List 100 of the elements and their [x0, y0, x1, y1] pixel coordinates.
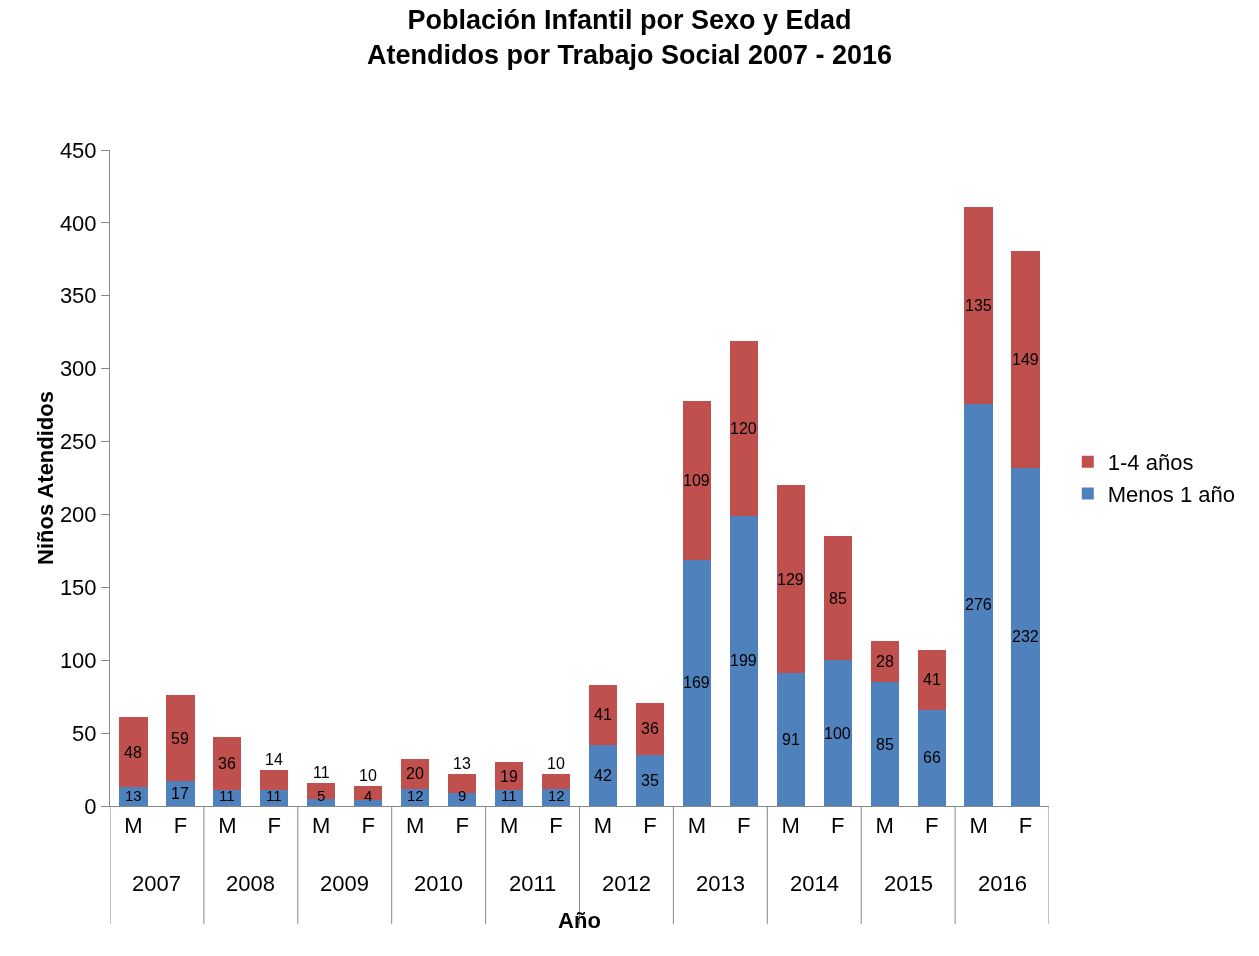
x-tick-label: M	[875, 813, 894, 839]
x-tick-label: M	[593, 813, 613, 839]
bar	[870, 682, 899, 806]
x-tick-label: F	[737, 813, 751, 839]
y-tick-label: 400	[59, 210, 97, 236]
bar	[588, 685, 618, 745]
bar	[166, 781, 195, 806]
data-label: 169	[683, 674, 710, 691]
bar	[729, 515, 758, 806]
text: 2010	[414, 871, 463, 896]
x-tick-label: F	[173, 813, 188, 839]
chart-title: Población Infantil por Sexo y Edad Atendidos por Trabajo Social 2007 - 2016	[366, 4, 893, 70]
data-label: 100	[824, 725, 851, 742]
bar	[682, 400, 711, 560]
y-tick-label: 150	[59, 575, 97, 601]
x-tick-label: M	[124, 813, 143, 839]
x-tick-label: F	[924, 813, 939, 839]
data-label: 20	[406, 765, 424, 782]
bar	[541, 773, 571, 789]
data-label: 41	[923, 671, 941, 688]
bar	[635, 754, 665, 806]
x-tick-label: M	[406, 813, 425, 839]
data-label: 129	[777, 571, 804, 588]
bar	[917, 709, 946, 806]
data-label: 149	[1012, 351, 1039, 368]
bar	[776, 673, 805, 806]
text: 2014	[790, 871, 839, 896]
bar	[588, 744, 618, 806]
data-label: 10	[359, 767, 377, 784]
data-label: 48	[124, 744, 142, 761]
text: 2013	[696, 871, 745, 896]
data-label: 35	[641, 772, 659, 789]
data-label: 36	[218, 755, 236, 772]
bar	[119, 717, 148, 788]
data-label: 41	[594, 706, 612, 723]
x-axis-title: Año	[558, 908, 601, 934]
bar	[166, 695, 195, 782]
data-label: 17	[171, 785, 189, 802]
x-tick-label: M	[781, 813, 800, 839]
bar	[213, 737, 242, 790]
text: 2011	[509, 871, 557, 896]
data-label: 276	[965, 596, 992, 613]
data-label: 11	[501, 787, 517, 804]
bar	[964, 403, 993, 806]
y-tick-label: 350	[59, 283, 97, 309]
data-label: 109	[683, 472, 710, 489]
bar	[964, 206, 993, 404]
data-label: 120	[730, 420, 757, 437]
data-label: 11	[313, 764, 330, 781]
text: 2016	[978, 871, 1027, 896]
data-label: 13	[125, 787, 142, 804]
x-tick-label: F	[267, 813, 282, 839]
data-label: 85	[829, 590, 847, 607]
data-label: 11	[219, 787, 235, 804]
data-label: 28	[876, 653, 894, 670]
y-tick-label: 200	[59, 502, 97, 528]
y-tick-label: 450	[59, 137, 97, 163]
data-label: 85	[876, 736, 894, 753]
bar	[823, 660, 852, 806]
bar	[729, 340, 758, 516]
data-label: 135	[965, 297, 992, 314]
legend-label: 1-4 años	[1107, 450, 1194, 476]
data-label: 11	[266, 787, 282, 804]
data-label: 12	[548, 787, 565, 804]
data-label: 10	[547, 755, 565, 772]
y-axis-title: Niños Atendidos	[32, 391, 58, 565]
data-label: 19	[500, 768, 518, 785]
x-tick-label: M	[312, 813, 331, 839]
y-tick-label: 100	[59, 647, 97, 673]
text: 2015	[884, 871, 933, 896]
y-tick-label: 0	[84, 793, 97, 819]
y-tick-label: 250	[59, 429, 97, 455]
data-label: 4	[364, 787, 373, 804]
y-tick-label: 300	[59, 356, 97, 382]
data-label: 91	[782, 731, 800, 748]
x-tick-label: F	[1018, 813, 1033, 839]
text: 2012	[602, 871, 651, 896]
x-tick-label: M	[499, 813, 519, 839]
x-tick-label: F	[361, 813, 375, 839]
data-label: 66	[923, 749, 941, 766]
x-tick-label: M	[687, 813, 707, 839]
x-tick-label: M	[218, 813, 237, 839]
text: 2008	[226, 871, 275, 896]
data-label: 42	[594, 767, 612, 784]
data-label: 36	[641, 720, 659, 737]
data-label: 14	[265, 751, 283, 768]
x-tick-label: F	[831, 813, 845, 839]
x-tick-label: F	[643, 813, 657, 839]
text: 2009	[320, 871, 369, 896]
bar	[448, 773, 477, 793]
legend-label: Menos 1 año	[1107, 481, 1235, 507]
bar	[1011, 467, 1040, 806]
x-tick-label: M	[969, 813, 988, 839]
bar	[917, 650, 946, 710]
y-tick-label: 50	[72, 720, 97, 746]
data-label: 232	[1012, 628, 1039, 645]
data-label: 12	[407, 787, 424, 804]
bar	[354, 800, 383, 806]
x-tick-label: F	[549, 813, 563, 839]
bar	[682, 559, 711, 806]
